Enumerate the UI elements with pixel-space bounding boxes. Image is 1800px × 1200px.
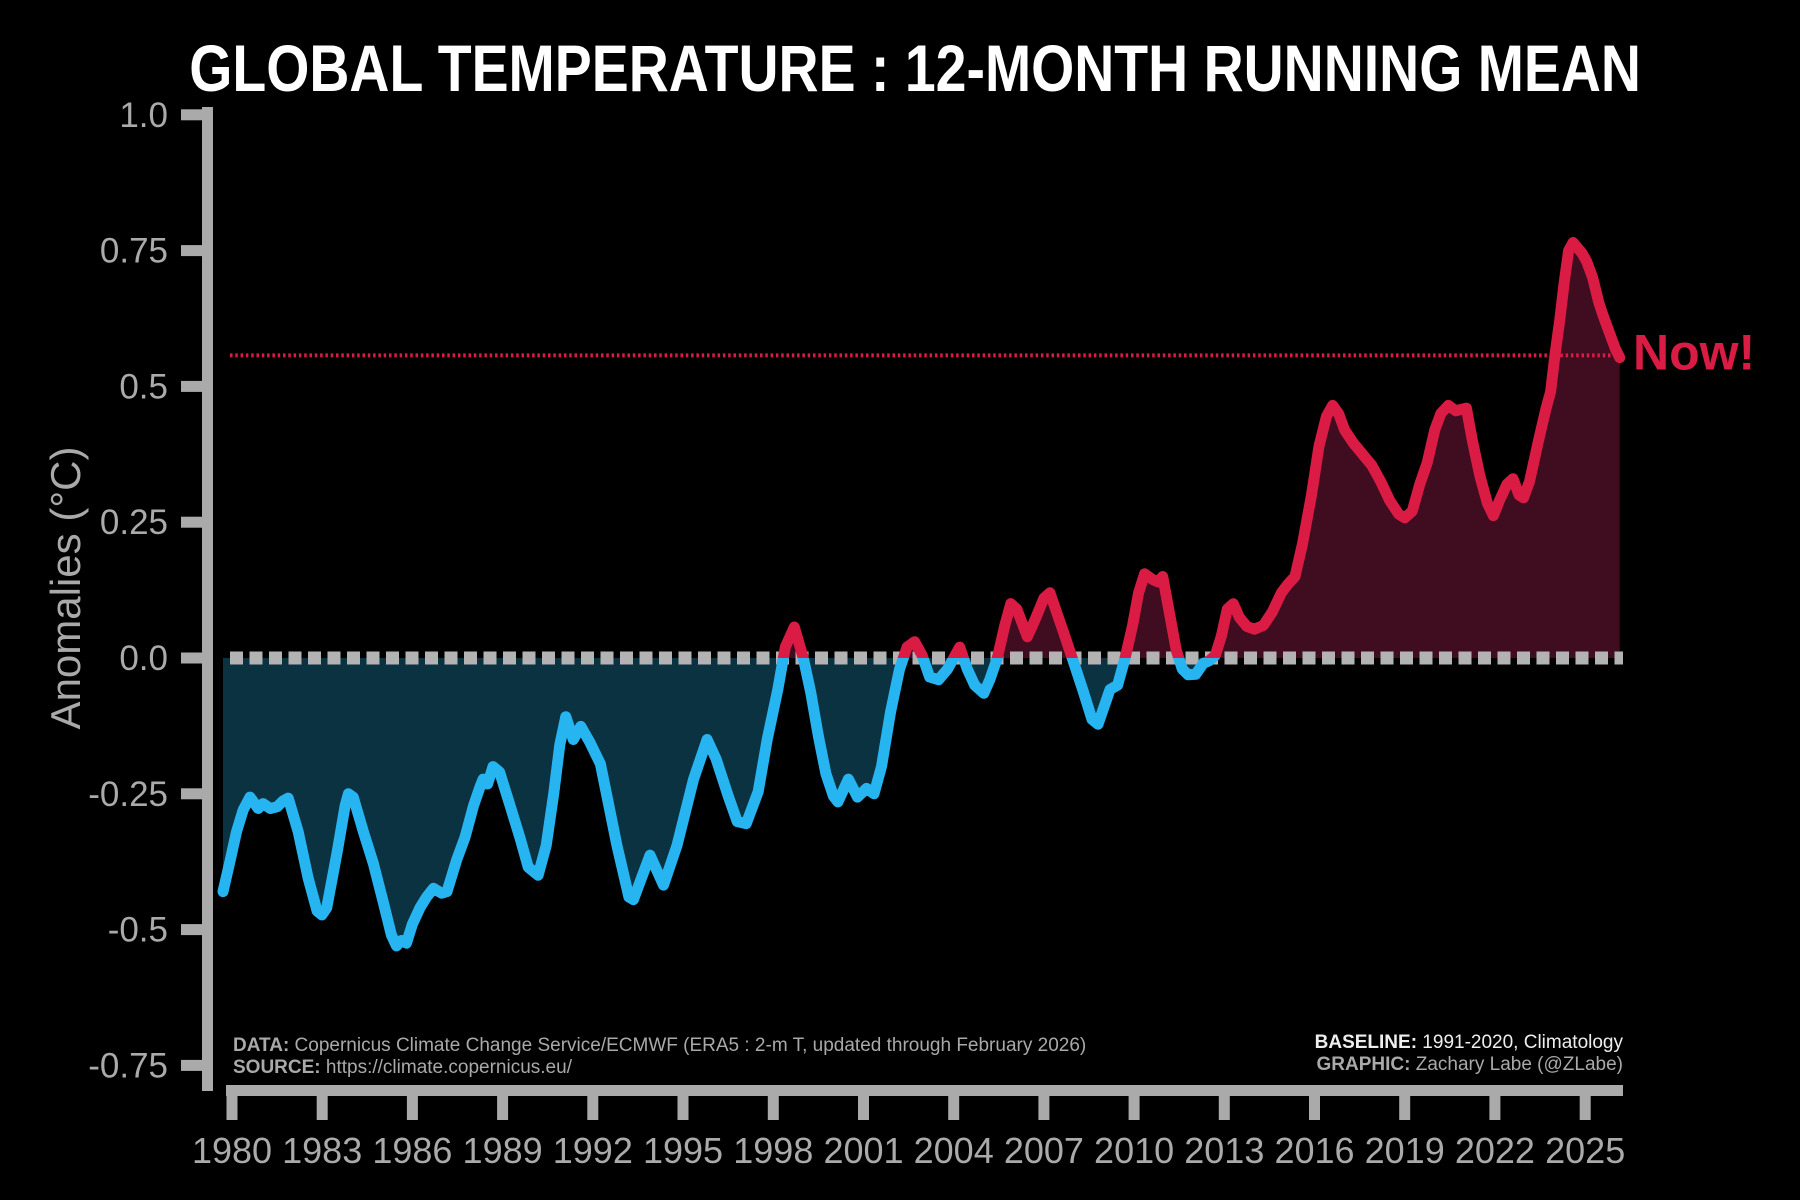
baseline-graphic-credit: BASELINE: 1991-2020, Climatology GRAPHIC…	[1315, 1032, 1623, 1076]
x-tick	[1218, 1096, 1230, 1120]
graphic-credit-label: GRAPHIC:	[1316, 1054, 1411, 1075]
x-tick-label: 2001	[823, 1130, 903, 1171]
x-tick-label: 2022	[1455, 1130, 1535, 1171]
x-tick	[1399, 1096, 1411, 1120]
x-tick	[587, 1096, 599, 1120]
x-tick-label: 2010	[1094, 1130, 1174, 1171]
data-source-credit: DATA: Copernicus Climate Change Service/…	[233, 1035, 1086, 1079]
x-tick-label: 2007	[1004, 1130, 1084, 1171]
baseline-credit-line: BASELINE: 1991-2020, Climatology	[1315, 1032, 1623, 1054]
x-tick-label: 1986	[372, 1130, 452, 1171]
x-tick-label: 1998	[733, 1130, 813, 1171]
anomaly-curve-cool	[217, 658, 1221, 952]
y-tick	[181, 109, 203, 121]
y-axis-tick-labels: 1.0 0.75 0.5 0.25 0.0 -0.25 -0.5 -0.75	[88, 96, 168, 1086]
y-tick	[181, 245, 203, 257]
x-tick	[677, 1096, 689, 1120]
y-tick-label: 0.5	[119, 367, 168, 406]
source-credit-text: https://climate.copernicus.eu/	[320, 1057, 572, 1078]
anomaly-curve-warm	[777, 237, 1626, 658]
x-tick-label: 2019	[1365, 1130, 1445, 1171]
chart-title: GLOBAL TEMPERATURE : 12-MONTH RUNNING ME…	[15, 30, 1800, 106]
warm-anomaly-area	[223, 242, 1620, 658]
data-credit-text: Copernicus Climate Change Service/ECMWF …	[289, 1035, 1087, 1056]
y-tick	[181, 924, 203, 936]
x-tick-label: 1989	[463, 1130, 543, 1171]
y-tick-label: -0.25	[88, 775, 168, 814]
chart-title-text: GLOBAL TEMPERATURE : 12-MONTH RUNNING ME…	[189, 31, 1641, 105]
x-tick	[226, 1096, 238, 1120]
y-tick	[181, 788, 203, 800]
y-tick-label: -0.75	[88, 1046, 168, 1085]
x-tick-label: 1983	[282, 1130, 362, 1171]
x-axis-ticks	[226, 1096, 1591, 1120]
x-tick	[1489, 1096, 1501, 1120]
x-tick	[948, 1096, 960, 1120]
x-tick	[1128, 1096, 1140, 1120]
x-tick-label: 1980	[192, 1130, 272, 1171]
x-tick	[1309, 1096, 1320, 1120]
x-tick	[1579, 1096, 1591, 1120]
y-tick	[181, 380, 203, 392]
x-tick-label: 2013	[1184, 1130, 1264, 1171]
now-annotation: Now!	[1633, 325, 1756, 382]
x-axis-spine	[226, 1085, 1623, 1096]
x-axis-tick-labels: 1980 1983 1986 1989 1992 1995 1998 2001 2004 2007…	[192, 1130, 1625, 1171]
source-credit-label: SOURCE:	[233, 1057, 321, 1078]
y-axis-ticks	[181, 109, 203, 1071]
x-tick-label: 1995	[643, 1130, 723, 1171]
x-tick	[767, 1096, 779, 1120]
x-tick-label: 2025	[1545, 1130, 1625, 1171]
data-credit-label: DATA:	[233, 1035, 290, 1056]
x-tick	[497, 1096, 509, 1120]
x-tick-label: 2016	[1274, 1130, 1354, 1171]
x-tick-label: 1992	[553, 1130, 633, 1171]
x-tick	[316, 1096, 328, 1120]
y-tick-label: 0.75	[100, 232, 168, 271]
y-axis-spine	[202, 107, 213, 1091]
x-tick	[1038, 1096, 1050, 1120]
data-credit-line: DATA: Copernicus Climate Change Service/…	[233, 1035, 1086, 1057]
y-tick-label: 1.0	[119, 96, 168, 135]
graphic-credit-line: GRAPHIC: Zachary Labe (@ZLabe)	[1315, 1054, 1623, 1076]
graphic-credit-text: Zachary Labe (@ZLabe)	[1410, 1054, 1623, 1075]
x-tick	[858, 1096, 869, 1120]
source-credit-line: SOURCE: https://climate.copernicus.eu/	[233, 1057, 1086, 1079]
x-tick	[406, 1096, 418, 1120]
y-tick	[181, 652, 203, 664]
x-tick-label: 2004	[914, 1130, 994, 1171]
y-tick	[181, 1059, 203, 1071]
baseline-credit-text: 1991-2020, Climatology	[1417, 1032, 1623, 1053]
y-axis-title: Anomalies (°C)	[42, 446, 89, 730]
y-tick	[181, 516, 203, 528]
y-tick-label: -0.5	[108, 911, 168, 950]
y-tick-label: 0.25	[100, 503, 168, 542]
baseline-credit-label: BASELINE:	[1314, 1032, 1418, 1053]
y-tick-label: 0.0	[119, 639, 168, 678]
